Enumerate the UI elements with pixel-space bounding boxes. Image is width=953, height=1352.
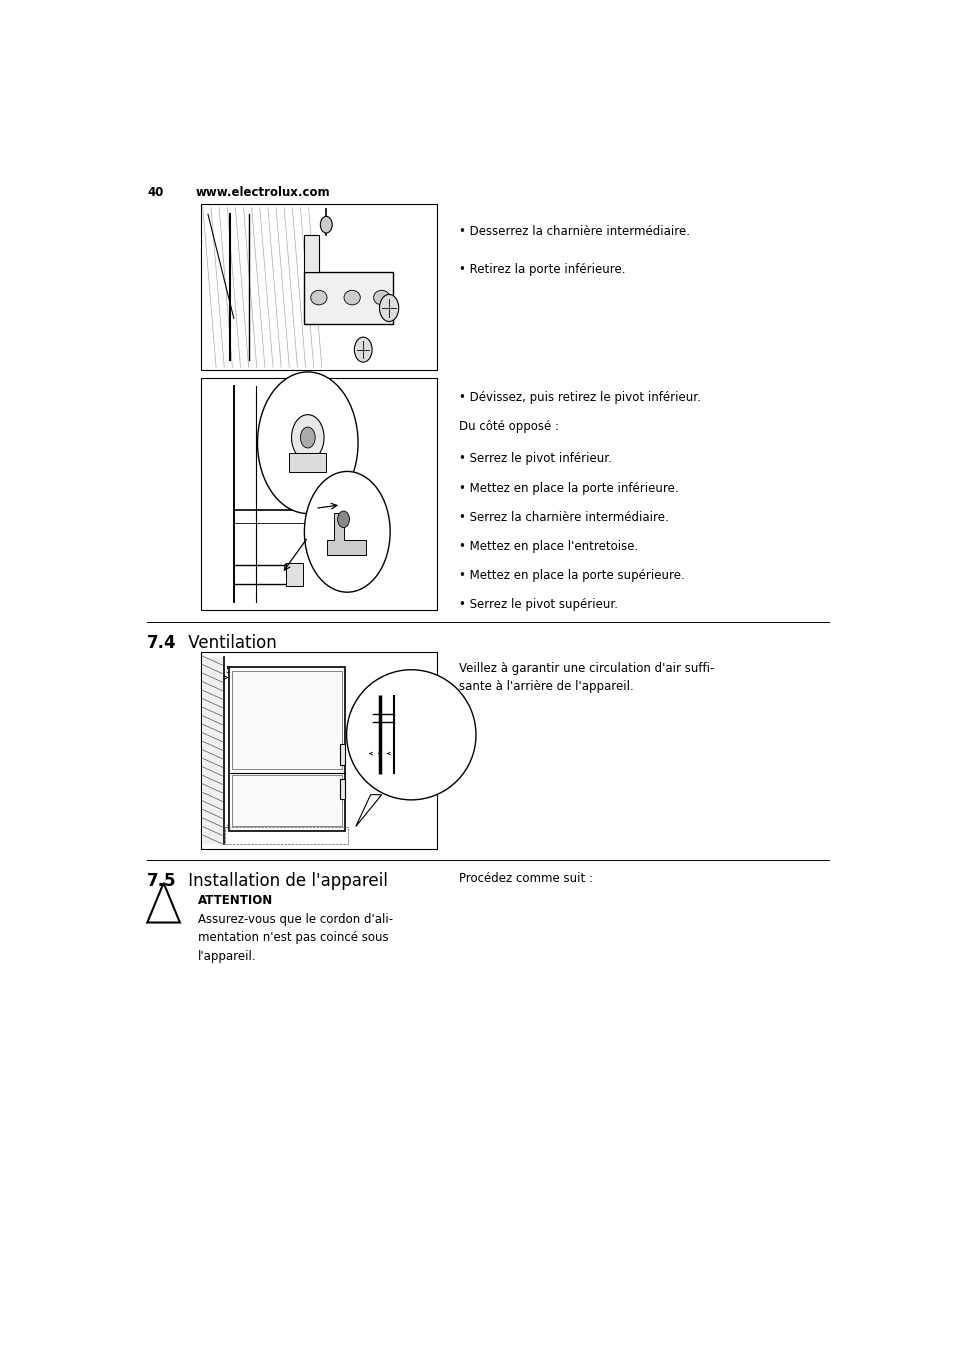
Text: Assurez-vous que le cordon d'ali-
mentation n'est pas coincé sous
l'appareil.: Assurez-vous que le cordon d'ali- mentat…	[197, 913, 393, 963]
FancyBboxPatch shape	[229, 667, 344, 830]
Text: 7.5: 7.5	[147, 872, 176, 890]
Text: • Serrez le pivot inférieur.: • Serrez le pivot inférieur.	[459, 453, 612, 465]
Text: min.: min.	[242, 679, 260, 688]
Text: • Serrez la charnière intermédiaire.: • Serrez la charnière intermédiaire.	[459, 511, 668, 523]
Text: !: !	[160, 907, 167, 921]
Ellipse shape	[374, 291, 390, 304]
FancyBboxPatch shape	[340, 744, 344, 765]
Ellipse shape	[344, 291, 360, 304]
Circle shape	[320, 216, 332, 233]
Polygon shape	[355, 795, 381, 826]
Text: • Mettez en place la porte supérieure.: • Mettez en place la porte supérieure.	[459, 569, 684, 583]
Polygon shape	[304, 272, 393, 323]
Text: Veillez à garantir une circulation d'air suffi-
sante à l'arrière de l'appareil.: Veillez à garantir une circulation d'air…	[459, 662, 714, 694]
Circle shape	[379, 295, 398, 322]
Text: • Serrez le pivot supérieur.: • Serrez le pivot supérieur.	[459, 598, 618, 611]
Text: 200 cm²: 200 cm²	[396, 726, 431, 734]
Text: • Desserrez la charnière intermédiaire.: • Desserrez la charnière intermédiaire.	[459, 224, 690, 238]
Text: ATTENTION: ATTENTION	[197, 894, 273, 907]
Text: • Mettez en place l'entretoise.: • Mettez en place l'entretoise.	[459, 539, 638, 553]
FancyBboxPatch shape	[200, 377, 436, 610]
Circle shape	[257, 372, 357, 514]
Text: 40: 40	[147, 187, 164, 199]
Text: • Mettez en place la porte inférieure.: • Mettez en place la porte inférieure.	[459, 481, 679, 495]
Ellipse shape	[311, 291, 327, 304]
Circle shape	[354, 337, 372, 362]
Circle shape	[304, 472, 390, 592]
Ellipse shape	[346, 669, 476, 800]
Circle shape	[337, 511, 349, 527]
FancyBboxPatch shape	[202, 657, 224, 844]
Text: Ventilation: Ventilation	[183, 634, 276, 652]
FancyBboxPatch shape	[289, 453, 326, 472]
Text: www.electrolux.com: www.electrolux.com	[195, 187, 330, 199]
FancyBboxPatch shape	[334, 502, 352, 529]
FancyBboxPatch shape	[200, 204, 436, 370]
FancyBboxPatch shape	[285, 562, 303, 585]
Text: Procédez comme suit :: Procédez comme suit :	[459, 872, 593, 886]
Circle shape	[292, 415, 324, 461]
Text: 5 cm: 5 cm	[226, 667, 248, 676]
Text: min.: min.	[396, 710, 415, 719]
FancyBboxPatch shape	[200, 652, 436, 849]
Text: 200 cm²: 200 cm²	[242, 691, 276, 700]
Text: 7.4: 7.4	[147, 634, 177, 652]
Text: Installation de l'appareil: Installation de l'appareil	[183, 872, 387, 890]
Text: • Retirez la porte inférieure.: • Retirez la porte inférieure.	[459, 262, 625, 276]
Text: • Dévissez, puis retirez le pivot inférieur.: • Dévissez, puis retirez le pivot inféri…	[459, 391, 700, 404]
Circle shape	[300, 427, 314, 448]
Polygon shape	[304, 235, 318, 272]
Text: Du côté opposé :: Du côté opposé :	[459, 420, 558, 434]
Polygon shape	[326, 512, 365, 554]
FancyBboxPatch shape	[340, 779, 344, 799]
Polygon shape	[147, 883, 180, 922]
